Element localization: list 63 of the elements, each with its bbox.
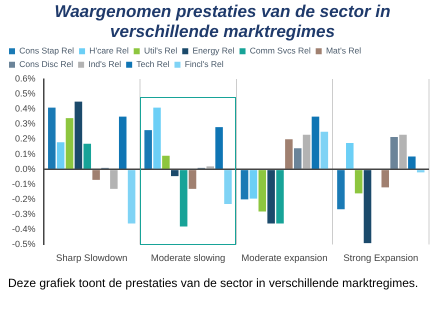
bar xyxy=(337,170,345,210)
chart-title: Waargenomen prestaties van de sector in verschillende marktregimes xyxy=(53,2,392,42)
bar xyxy=(346,142,354,169)
legend-label: Energy Rel xyxy=(192,46,235,56)
legend-label: Tech Rel xyxy=(136,59,170,70)
y-tick-label: 0.5% xyxy=(14,88,36,99)
bar xyxy=(92,170,100,180)
bar xyxy=(162,156,170,169)
bar xyxy=(285,139,293,169)
bar xyxy=(312,116,320,169)
legend-label: Util's Rel xyxy=(144,46,178,56)
y-tick-label: 0.6% xyxy=(14,73,36,84)
y-tick-label: 0.1% xyxy=(14,148,36,159)
bar xyxy=(276,170,284,224)
bar xyxy=(320,132,328,169)
bar xyxy=(302,134,310,169)
bar xyxy=(258,170,266,212)
y-tick-label: -0.5% xyxy=(12,239,36,250)
bar xyxy=(110,170,118,189)
bar xyxy=(224,170,232,204)
bar xyxy=(294,148,302,169)
y-tick-label: -0.2% xyxy=(12,194,36,204)
y-tick-label: 0.4% xyxy=(14,104,36,114)
bar xyxy=(240,170,248,200)
legend-label: H'care Rel xyxy=(89,46,129,56)
bar xyxy=(390,136,398,169)
bar xyxy=(381,170,390,188)
y-tick-label: -0.1% xyxy=(12,178,36,189)
y-tick-label: -0.3% xyxy=(12,208,36,219)
legend-label: Ind's Rel xyxy=(88,59,122,70)
bar xyxy=(118,116,126,169)
bar xyxy=(354,170,362,194)
bar xyxy=(153,108,161,169)
x-tick-label: Moderate expansion xyxy=(241,252,328,264)
bar xyxy=(144,130,152,169)
bar xyxy=(364,170,372,244)
bar xyxy=(48,108,56,169)
legend-label: Cons Stap Rel xyxy=(19,46,74,56)
bar xyxy=(74,102,82,169)
y-tick-label: -0.4% xyxy=(12,224,36,234)
text: Deze grafiek toont de prestaties van de sector in verschillende marktregimes. xyxy=(8,276,420,290)
y-tick-label: 0.0% xyxy=(14,164,36,174)
bar xyxy=(66,118,74,169)
bar xyxy=(171,170,179,176)
legend-label: Fincl's Rel xyxy=(184,59,224,70)
y-tick-label: 0.2% xyxy=(14,134,36,144)
y-tick-label: 0.3% xyxy=(14,118,36,129)
bar xyxy=(56,142,64,169)
x-tick-label: Strong Expansion xyxy=(343,252,418,264)
bar xyxy=(408,156,416,169)
bar xyxy=(399,134,407,169)
legend-label: Cons Disc Rel xyxy=(19,59,74,70)
bar xyxy=(83,144,92,169)
bar xyxy=(250,170,258,199)
bar xyxy=(188,170,196,189)
x-tick-label: Sharp Slowdown xyxy=(56,252,128,264)
x-tick-label: Moderate slowing xyxy=(150,252,226,264)
bar xyxy=(267,170,275,224)
legend-label: Mat's Rel xyxy=(326,46,362,56)
bar xyxy=(215,127,223,169)
bar xyxy=(128,170,136,224)
legend-label: Comm Svcs Rel xyxy=(250,46,311,56)
bar xyxy=(180,170,188,227)
